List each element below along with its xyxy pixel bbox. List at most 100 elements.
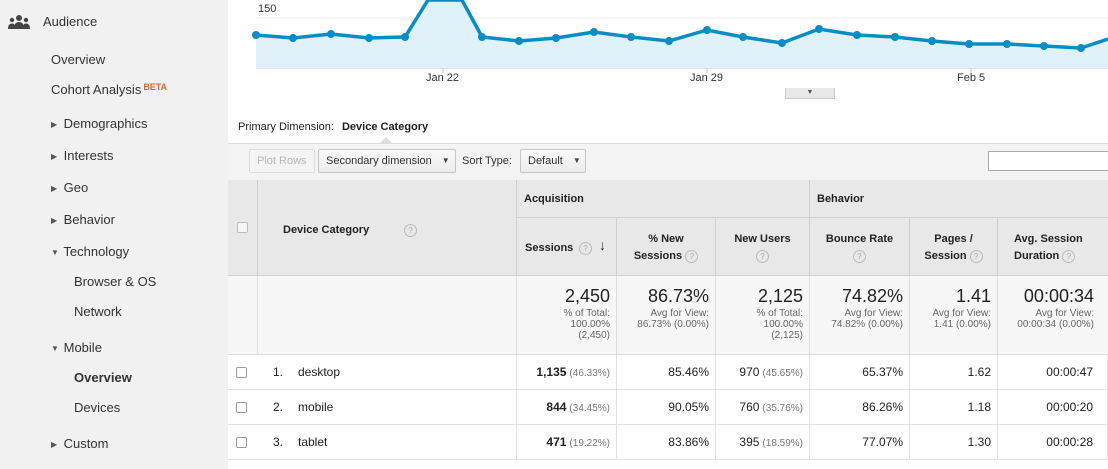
pages-cell: 1.18 (910, 390, 998, 425)
totals-new-users-value: 2,125 (757, 286, 803, 306)
sidebar-item-technology[interactable]: ▼ Technology (51, 244, 129, 259)
duration-cell: 00:00:28 (998, 425, 1108, 460)
bounce-rate-header-label: Bounce Rate (825, 233, 894, 245)
chart-point[interactable] (515, 37, 523, 45)
help-icon[interactable]: ? (1062, 249, 1076, 263)
device-category-table: Device Category ? Acquisition Behavior S… (228, 180, 1108, 469)
row-checkbox-cell (228, 355, 258, 390)
chart-point[interactable] (365, 34, 373, 42)
x-tick-label: Jan 22 (426, 72, 460, 84)
chart-point[interactable] (590, 28, 598, 36)
pages-per-session-column-header[interactable]: Pages / Session ? (910, 218, 998, 276)
totals-pages-sub2: 1.41 (0.00%) (933, 319, 991, 330)
chart-point[interactable] (478, 33, 486, 41)
help-icon[interactable]: ? (969, 249, 983, 263)
new-users-column-header[interactable]: New Users ? (716, 218, 810, 276)
chart-point[interactable] (552, 34, 560, 42)
sort-descending-arrow-icon[interactable]: ↓ (599, 237, 606, 253)
new-sessions-cell: 85.46% (617, 355, 716, 390)
new-sessions-cell: 90.05% (617, 390, 716, 425)
bounce-rate-column-header[interactable]: Bounce Rate ? (810, 218, 910, 276)
totals-label-cell (258, 276, 517, 355)
help-icon[interactable]: ? (853, 249, 866, 263)
selected-dimension-pointer (380, 137, 392, 143)
sessions-cell: 1,135 (46.33%) (517, 355, 617, 390)
new-users-cell: 760 (35.76%) (716, 390, 810, 425)
avg-session-duration-column-header[interactable]: Avg. Session Duration ? (998, 218, 1108, 276)
chart-point[interactable] (739, 33, 747, 41)
sidebar-item-mobile-overview[interactable]: Overview (74, 370, 132, 385)
chart-point[interactable] (327, 30, 335, 38)
help-icon[interactable]: ? (685, 249, 699, 263)
sidebar-item-mobile[interactable]: ▼ Mobile (51, 340, 102, 355)
new-sessions-column-header[interactable]: % New Sessions ? (617, 218, 716, 276)
chart-point[interactable] (891, 33, 899, 41)
help-icon[interactable]: ? (404, 224, 417, 237)
acquisition-label: Acquisition (524, 193, 584, 205)
chart-point[interactable] (1040, 42, 1048, 50)
bounce-rate-cell: 86.26% (810, 390, 910, 425)
dimension-column-header[interactable]: Device Category ? (258, 180, 517, 276)
totals-new-users-sub3: (2,125) (771, 330, 803, 341)
sidebar-item-behavior[interactable]: ▶ Behavior (51, 212, 115, 227)
sessions-column-header[interactable]: Sessions ? ↓ (517, 218, 617, 276)
device-link[interactable]: tablet (298, 435, 328, 449)
duration-cell-value: 00:00:47 (1046, 365, 1093, 379)
row-checkbox[interactable] (236, 367, 247, 378)
select-all-checkbox[interactable] (237, 222, 248, 233)
pages-cell-value: 1.18 (967, 400, 991, 414)
chart-point[interactable] (1077, 44, 1085, 52)
sidebar-item-browser-os[interactable]: Browser & OS (74, 274, 156, 289)
totals-checkbox-cell (228, 276, 258, 355)
totals-pages-cell: 1.41 Avg for View: 1.41 (0.00%) (910, 276, 998, 355)
new-users-cell-value: 970 (739, 365, 760, 379)
totals-sessions-sub1: % of Total: (563, 308, 610, 319)
chart-point[interactable] (1003, 40, 1011, 48)
sidebar-item-label: Technology (63, 244, 130, 259)
sidebar-item-custom[interactable]: ▶ Custom (51, 436, 108, 451)
chart-points (252, 25, 1085, 52)
chart-point[interactable] (252, 31, 260, 39)
device-link[interactable]: mobile (298, 400, 334, 414)
chart-point[interactable] (665, 37, 673, 45)
sidebar-item-devices[interactable]: Devices (74, 400, 120, 415)
new-sessions-header-line2: Sessions (633, 250, 683, 262)
new-users-cell-value: 395 (739, 435, 760, 449)
primary-dimension-bar: Primary Dimension: Device Category (238, 121, 428, 133)
audience-section-header[interactable]: Audience (0, 0, 228, 44)
pages-cell: 1.30 (910, 425, 998, 460)
row-checkbox[interactable] (236, 437, 247, 448)
chart-point[interactable] (965, 40, 973, 48)
chart-point[interactable] (289, 34, 297, 42)
row-number: 1. (273, 365, 284, 379)
new-sessions-cell-value: 90.05% (668, 400, 709, 414)
table-search-input[interactable] (988, 151, 1108, 171)
chart-collapse-toggle[interactable]: ▼ (785, 88, 835, 99)
device-link[interactable]: desktop (298, 365, 341, 379)
sidebar-item-geo[interactable]: ▶ Geo (51, 180, 88, 195)
sidebar-item-network[interactable]: Network (74, 304, 122, 319)
duration-header-line1: Avg. Session (1014, 233, 1083, 245)
chart-point[interactable] (401, 33, 409, 41)
sidebar-item-overview[interactable]: Overview (51, 52, 105, 67)
secondary-dimension-dropdown[interactable]: Secondary dimension ▼ (318, 149, 456, 173)
chart-point[interactable] (778, 39, 786, 47)
chart-point[interactable] (815, 25, 823, 33)
help-icon[interactable]: ? (756, 249, 769, 263)
chart-point[interactable] (853, 31, 861, 39)
sidebar-item-cohort-analysis[interactable]: Cohort Analysis BETA (51, 82, 167, 97)
help-icon[interactable]: ? (579, 242, 592, 255)
row-checkbox[interactable] (236, 402, 247, 413)
secondary-dimension-label: Secondary dimension (326, 155, 432, 167)
sidebar-item-demographics[interactable]: ▶ Demographics (51, 116, 147, 131)
chart-point[interactable] (703, 26, 711, 34)
primary-dimension-value[interactable]: Device Category (341, 121, 429, 133)
sort-type-dropdown[interactable]: Default ▼ (520, 149, 586, 173)
sessions-header-label: Sessions (525, 242, 574, 254)
sidebar-item-interests[interactable]: ▶ Interests (51, 148, 113, 163)
behavior-label: Behavior (817, 193, 865, 205)
new-sessions-cell-value: 85.46% (668, 365, 709, 379)
chart-point[interactable] (928, 37, 936, 45)
plot-rows-button[interactable]: Plot Rows (249, 149, 315, 173)
chart-point[interactable] (627, 33, 635, 41)
